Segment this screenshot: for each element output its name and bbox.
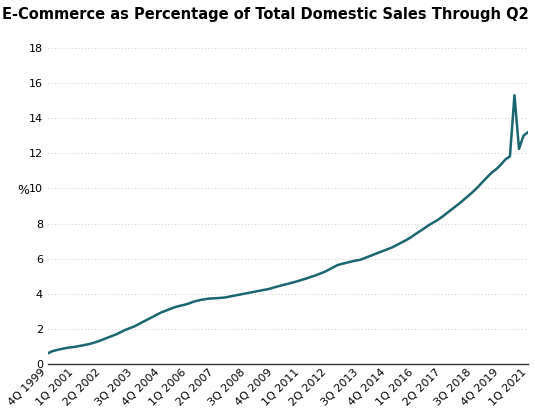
Y-axis label: %: % — [17, 184, 29, 197]
Title: E-Commerce as Percentage of Total Domestic Sales Through Q2 2021: E-Commerce as Percentage of Total Domest… — [2, 7, 535, 22]
